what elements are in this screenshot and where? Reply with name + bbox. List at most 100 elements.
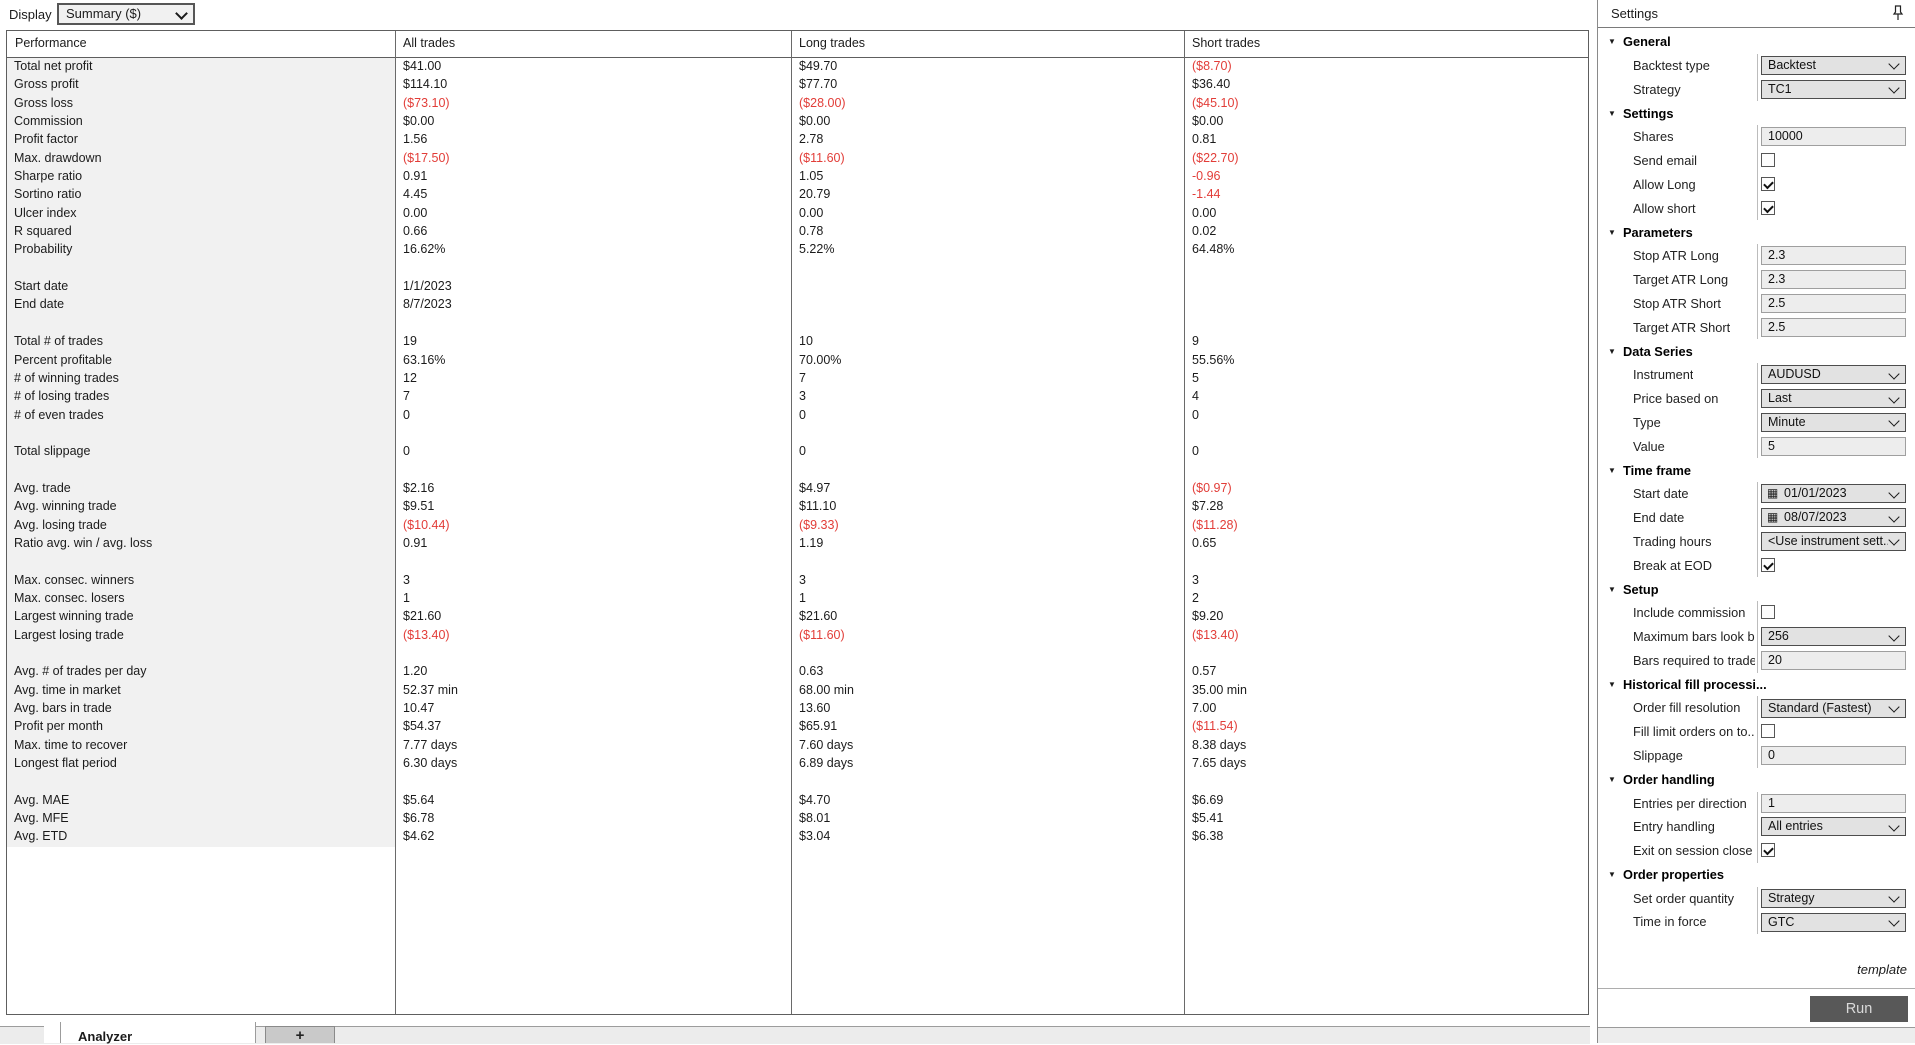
setting-label: Backtest type xyxy=(1633,57,1710,73)
tab-analyzer-label: Analyzer xyxy=(78,1029,133,1044)
set-order-quantity-dropdown[interactable]: Strategy xyxy=(1761,888,1906,908)
stop-atr-long-input[interactable]: 2.3 xyxy=(1761,246,1906,266)
send-email-checkbox[interactable] xyxy=(1761,152,1775,167)
stop-atr-short-input[interactable]: 2.5 xyxy=(1761,293,1906,313)
control-value: TC1 xyxy=(1768,81,1792,96)
row-value: 3 xyxy=(1192,572,1199,587)
row-value: $0.00 xyxy=(799,114,831,129)
row-value xyxy=(791,772,1184,790)
price-based-on-dropdown[interactable]: Last xyxy=(1761,389,1906,409)
group-header-general[interactable]: ▼ General xyxy=(1598,30,1911,54)
row-value: $49.70 xyxy=(799,59,838,73)
tab-analyzer[interactable]: Analyzer xyxy=(60,1022,256,1044)
row-value xyxy=(395,772,791,790)
display-dropdown[interactable]: Summary ($) xyxy=(57,3,195,25)
add-tab-button[interactable]: + xyxy=(265,1026,335,1044)
group-header-order-properties[interactable]: ▼ Order properties xyxy=(1598,863,1911,887)
row-label: R squared xyxy=(14,224,72,239)
row-value: 0.02 xyxy=(1192,224,1217,239)
entries-per-direction-input[interactable]: 1 xyxy=(1761,793,1906,813)
allow-long-checkbox[interactable] xyxy=(1761,176,1775,191)
setting-label: Send email xyxy=(1633,152,1698,168)
row-value xyxy=(395,461,791,479)
end-date-dropdown[interactable]: ▦ 08/07/2023 xyxy=(1761,508,1906,528)
entry-handling-dropdown[interactable]: All entries xyxy=(1761,817,1906,837)
setting-row-price-based-on: Price based on Last xyxy=(1598,386,1911,411)
time-in-force-dropdown[interactable]: GTC xyxy=(1761,912,1906,932)
row-value: 12 xyxy=(403,370,417,385)
row-value: 0.63 xyxy=(799,664,824,679)
group-header-time-frame[interactable]: ▼ Time frame xyxy=(1598,458,1911,482)
row-value xyxy=(791,295,1184,313)
group-label: General xyxy=(1623,34,1671,50)
fill-limit-orders-on-to-checkbox[interactable] xyxy=(1761,724,1775,739)
allow-short-checkbox[interactable] xyxy=(1761,200,1775,215)
group-label: Setup xyxy=(1623,581,1659,597)
exit-on-session-close-checkbox[interactable] xyxy=(1761,843,1775,858)
row-label xyxy=(7,644,395,662)
row-value: 6.89 days xyxy=(799,756,854,771)
triangle-collapse-icon: ▼ xyxy=(1608,227,1616,237)
trading-hours-dropdown[interactable]: <Use instrument sett... xyxy=(1761,531,1906,551)
column-header-all-trades: All trades xyxy=(403,36,456,50)
column-header-long-trades: Long trades xyxy=(799,36,866,50)
maximum-bars-look-b-dropdown[interactable]: 256 xyxy=(1761,627,1906,647)
row-value: $11.10 xyxy=(799,499,837,514)
setting-row-instrument: Instrument AUDUSD xyxy=(1598,363,1911,387)
group-header-settings[interactable]: ▼ Settings xyxy=(1598,101,1911,125)
target-atr-short-input[interactable]: 2.5 xyxy=(1761,317,1906,337)
setting-row-target-atr-long: Target ATR Long 2.3 xyxy=(1598,267,1911,292)
chevron-down-icon xyxy=(1888,82,1900,94)
row-label: Avg. time in market xyxy=(14,682,121,697)
control-value: 0 xyxy=(1768,748,1775,763)
include-commission-checkbox[interactable] xyxy=(1761,605,1775,620)
row-value: $41.00 xyxy=(403,59,442,73)
row-label xyxy=(7,772,395,790)
run-button[interactable]: Run xyxy=(1810,996,1908,1022)
row-label: Avg. trade xyxy=(14,480,71,495)
start-date-dropdown[interactable]: ▦ 01/01/2023 xyxy=(1761,484,1906,504)
type-dropdown[interactable]: Minute xyxy=(1761,412,1906,432)
row-value: 0 xyxy=(799,407,806,422)
row-label: Avg. bars in trade xyxy=(14,701,112,716)
calendar-icon: ▦ xyxy=(1767,486,1779,501)
bars-required-to-trade-input[interactable]: 20 xyxy=(1761,650,1906,670)
row-value: $6.38 xyxy=(1192,829,1224,844)
group-label: Historical fill processi... xyxy=(1623,676,1767,692)
row-label: Commission xyxy=(14,114,83,129)
slippage-input[interactable]: 0 xyxy=(1761,746,1906,766)
target-atr-long-input[interactable]: 2.3 xyxy=(1761,270,1906,290)
strategy-dropdown[interactable]: TC1 xyxy=(1761,79,1906,99)
row-value: 0.00 xyxy=(799,205,824,220)
row-value xyxy=(1184,277,1588,295)
backtest-type-dropdown[interactable]: Backtest xyxy=(1761,55,1906,75)
row-value: 3 xyxy=(403,572,410,587)
pin-icon[interactable] xyxy=(1892,5,1904,21)
group-label: Order handling xyxy=(1623,772,1715,788)
row-value: 10.47 xyxy=(403,701,435,716)
setting-label: Allow short xyxy=(1633,200,1696,216)
row-value: $6.78 xyxy=(403,811,435,826)
shares-input[interactable]: 10000 xyxy=(1761,127,1906,147)
break-at-eod-checkbox[interactable] xyxy=(1761,557,1775,572)
row-value: 52.37 min xyxy=(403,682,458,697)
instrument-dropdown[interactable]: AUDUSD xyxy=(1761,365,1906,385)
group-header-parameters[interactable]: ▼ Parameters xyxy=(1598,220,1911,244)
row-label xyxy=(7,424,395,442)
order-fill-resolution-dropdown[interactable]: Standard (Fastest) xyxy=(1761,698,1906,718)
group-header-data-series[interactable]: ▼ Data Series xyxy=(1598,339,1911,363)
row-value xyxy=(1184,461,1588,479)
display-dropdown-value: Summary ($) xyxy=(66,6,142,21)
triangle-collapse-icon: ▼ xyxy=(1608,775,1616,785)
group-header-historical-fill-processi[interactable]: ▼ Historical fill processi... xyxy=(1598,673,1911,697)
row-value: 68.00 min xyxy=(799,682,854,697)
row-value: 7.77 days xyxy=(403,737,458,752)
row-label: Gross profit xyxy=(14,77,79,92)
value-input[interactable]: 5 xyxy=(1761,436,1906,456)
template-link[interactable]: template xyxy=(1857,962,1907,977)
group-label: Parameters xyxy=(1623,224,1693,240)
row-label: Max. drawdown xyxy=(14,150,102,165)
group-header-order-handling[interactable]: ▼ Order handling xyxy=(1598,768,1911,792)
group-header-setup[interactable]: ▼ Setup xyxy=(1598,577,1911,601)
setting-row-trading-hours: Trading hours <Use instrument sett... xyxy=(1598,529,1911,554)
